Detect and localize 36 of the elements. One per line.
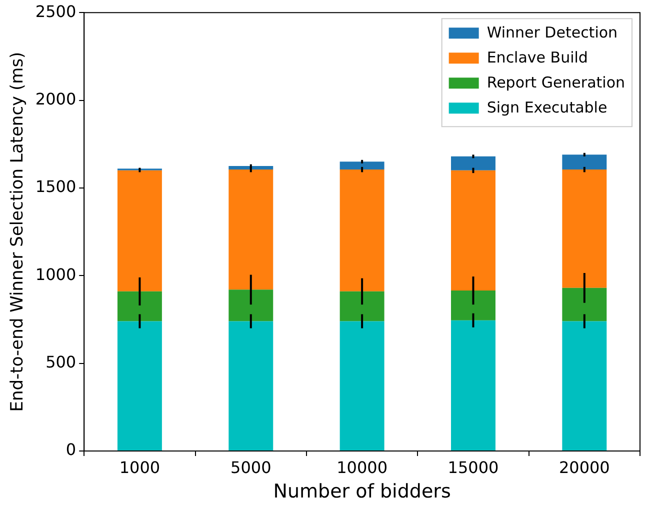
y-tick-label: 2500 xyxy=(35,2,76,21)
y-tick-label: 2000 xyxy=(35,89,76,108)
y-tick-label: 1500 xyxy=(35,177,76,196)
bar xyxy=(451,320,496,450)
bar xyxy=(451,290,496,320)
x-tick-label: 1000 xyxy=(119,458,160,477)
legend-label: Sign Executable xyxy=(486,98,608,116)
x-axis-title: Number of bidders xyxy=(273,480,451,503)
x-tick-label: 5000 xyxy=(230,458,272,477)
bar xyxy=(228,166,274,170)
y-tick-label: 500 xyxy=(46,352,76,372)
legend-label: Report Generation xyxy=(486,73,625,92)
bar xyxy=(340,162,384,170)
bar xyxy=(451,156,496,170)
x-tick-label: 15000 xyxy=(448,458,499,477)
bar xyxy=(117,170,162,292)
bar xyxy=(228,290,274,322)
y-tick-label: 1000 xyxy=(35,264,76,284)
x-tick-label: 20000 xyxy=(558,458,610,477)
bar xyxy=(562,170,607,288)
bar xyxy=(340,321,384,450)
bar xyxy=(117,291,162,322)
bar xyxy=(451,170,496,291)
bar xyxy=(340,291,384,322)
x-tick-label: 10000 xyxy=(336,458,388,477)
y-tick-label: 0 xyxy=(66,440,76,460)
bar xyxy=(228,170,274,290)
legend-label: Winner Detection xyxy=(486,23,618,42)
y-axis-title: End-to-end Winner Selection Latency (ms) xyxy=(8,52,28,412)
bar xyxy=(117,321,162,450)
bar xyxy=(228,321,274,450)
bar xyxy=(340,170,384,292)
bar xyxy=(562,288,607,322)
legend-label: Enclave Build xyxy=(486,48,588,66)
bar xyxy=(562,154,607,170)
bar xyxy=(562,321,607,450)
